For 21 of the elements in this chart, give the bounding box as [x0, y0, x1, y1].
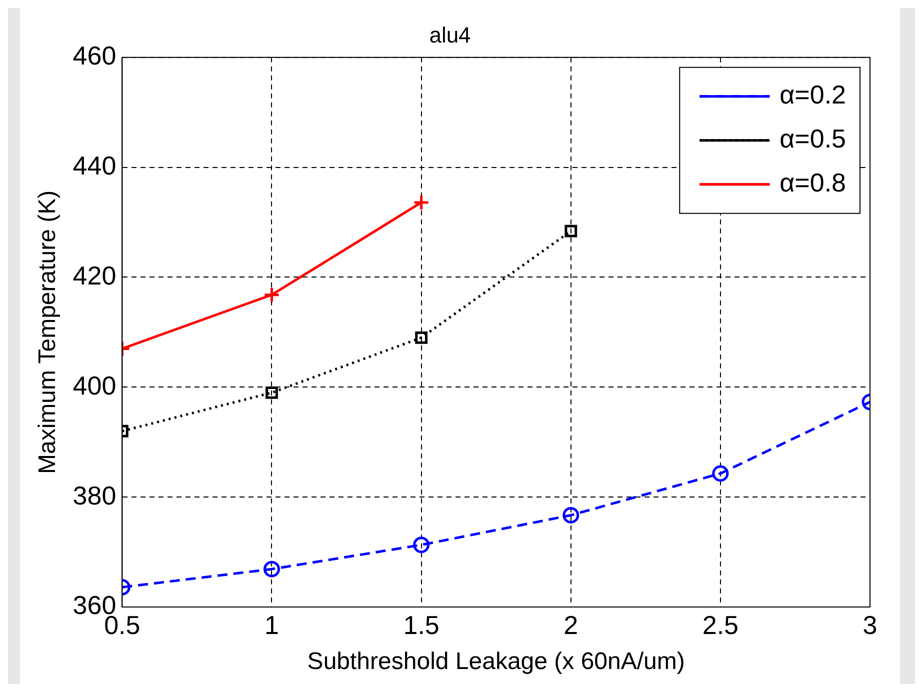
y-tick-label: 460: [72, 40, 116, 71]
point: [413, 194, 430, 211]
legend-label: α=0.5: [780, 124, 846, 154]
x-tick-label: 1: [264, 610, 279, 640]
y-tick-label: 420: [72, 260, 116, 290]
chart-title: alu4: [429, 22, 471, 48]
point: [562, 506, 580, 524]
point: [413, 536, 430, 554]
x-tick-label: 3: [862, 610, 878, 640]
point: [415, 331, 428, 344]
legend-label: α=0.8: [780, 168, 846, 198]
y-axis-title: Maximum Temperature (K): [34, 190, 62, 474]
x-tick-label: 2: [564, 610, 578, 640]
x-axis-title: Subthreshold Leakage (x 60nA/um): [307, 648, 685, 676]
y-tick-label: 400: [72, 370, 116, 400]
point: [564, 224, 578, 238]
y-tick-label: 440: [72, 150, 116, 180]
legend-label: α=0.2: [780, 80, 846, 110]
x-tick-label: 2.5: [702, 610, 739, 640]
x-tick-label: 1.5: [403, 610, 440, 640]
y-tick-label: 380: [72, 480, 116, 510]
